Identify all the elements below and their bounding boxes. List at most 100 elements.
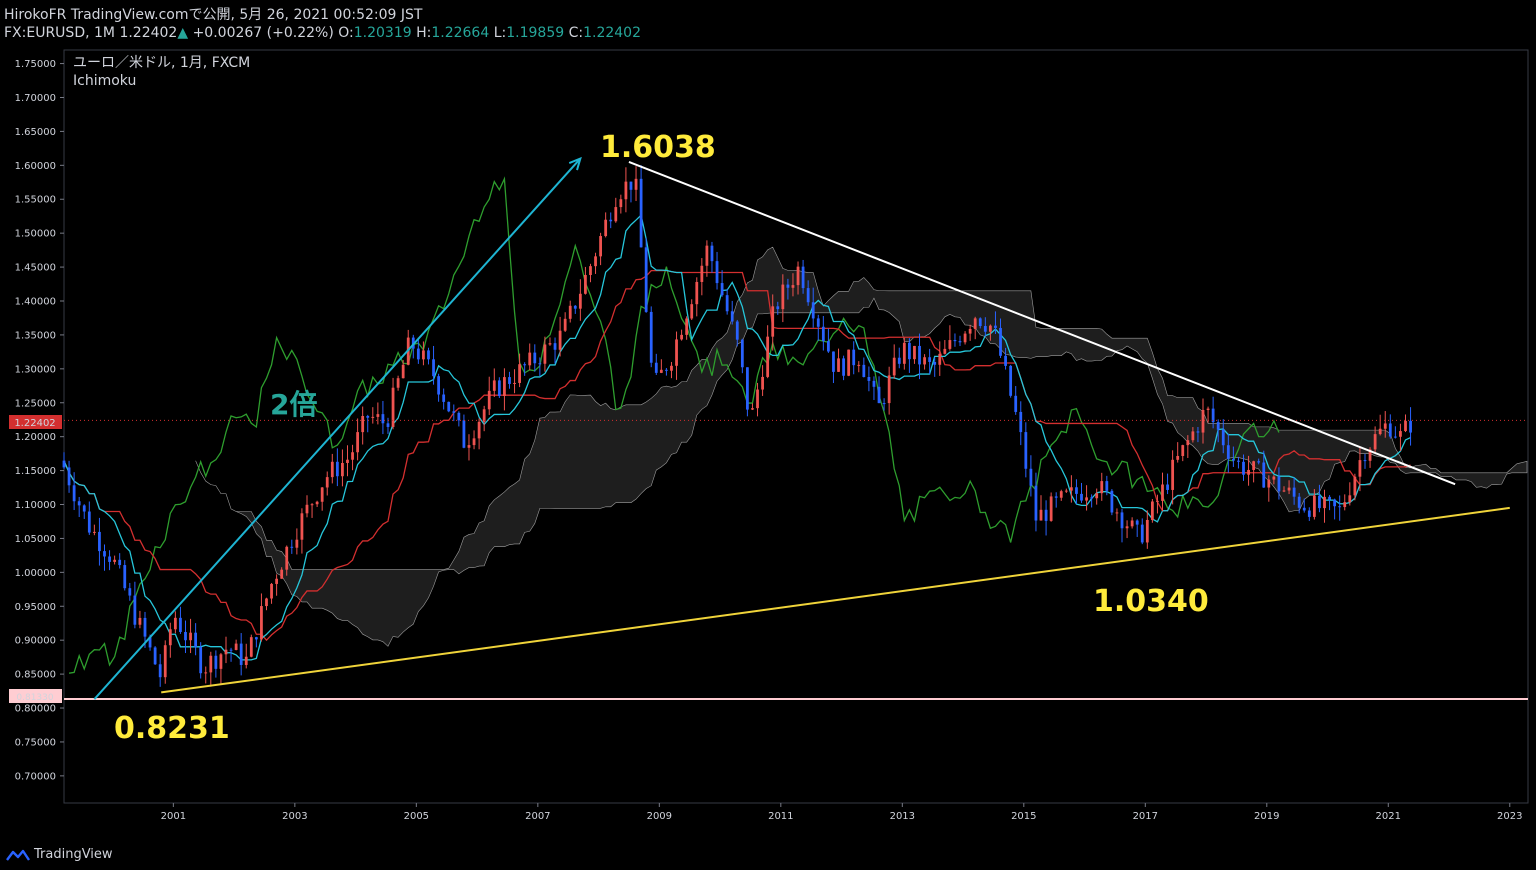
- y-tick-label: 0.95000: [15, 602, 56, 613]
- candle-body: [179, 617, 182, 632]
- candle-body: [103, 551, 106, 557]
- candle-body: [629, 181, 633, 190]
- candle-body: [487, 390, 491, 410]
- candle-body: [351, 452, 354, 460]
- candle-body: [1267, 479, 1271, 488]
- candle-body: [1262, 462, 1266, 488]
- candle-body: [892, 357, 896, 376]
- candle-body: [67, 467, 71, 486]
- x-tick-label: 2011: [768, 811, 793, 822]
- y-tick-label: 1.65000: [15, 127, 56, 138]
- candle-body: [1277, 476, 1281, 492]
- candle-body: [882, 403, 886, 405]
- candle-body: [1206, 408, 1210, 411]
- candle-body: [325, 477, 329, 488]
- candle-body: [543, 344, 547, 364]
- candle-body: [92, 531, 96, 533]
- x-tick-label: 2009: [647, 811, 672, 822]
- close-value: 1.22402: [583, 25, 641, 41]
- y-tick-label: 1.05000: [15, 534, 56, 545]
- tradingview-logo-icon: [6, 849, 30, 861]
- candle-body: [746, 367, 749, 410]
- up-triangle-icon: ▲: [177, 25, 189, 41]
- candle-body: [1085, 497, 1088, 501]
- last-price-badge: 1.22402: [9, 415, 62, 429]
- descending-white-trendline: [628, 161, 1456, 486]
- candle-body: [447, 401, 451, 412]
- candle-body: [335, 461, 339, 477]
- candle-body: [933, 361, 937, 365]
- candle-body: [1257, 461, 1261, 463]
- candle-body: [1039, 509, 1043, 521]
- candle-body: [680, 334, 683, 340]
- candle-body: [229, 649, 233, 651]
- candle-body: [224, 649, 228, 655]
- candle-body: [1323, 496, 1326, 509]
- tenkan-sen-line: [63, 213, 1411, 661]
- candle-body: [700, 265, 704, 282]
- candle-body: [341, 462, 344, 477]
- candle-body: [1166, 484, 1169, 490]
- candle-body: [842, 358, 845, 376]
- candle-body: [128, 588, 132, 596]
- candle-body: [219, 654, 223, 669]
- candle-body: [791, 285, 795, 288]
- candle-body: [1044, 509, 1048, 521]
- candle-body: [1201, 410, 1205, 433]
- candle-body: [1312, 495, 1316, 517]
- candle-body: [1024, 432, 1028, 469]
- low1-annotation: 0.8231: [114, 711, 230, 746]
- candle-body: [386, 423, 390, 427]
- x-tick-label: 2023: [1497, 811, 1522, 822]
- candle-body: [143, 617, 147, 637]
- candle-body: [730, 311, 734, 322]
- y-tick-label: 1.75000: [15, 59, 56, 70]
- candle-body: [816, 318, 820, 327]
- candle-body: [1110, 490, 1114, 513]
- candle-body: [1221, 429, 1225, 446]
- candle-body: [847, 349, 851, 376]
- candle-body: [72, 485, 76, 502]
- candle-body: [305, 504, 309, 514]
- x-tick-label: 2017: [1133, 811, 1158, 822]
- candle-body: [1247, 469, 1250, 475]
- candle-body: [1252, 461, 1256, 470]
- candle-body: [239, 643, 243, 665]
- candle-body: [77, 501, 81, 506]
- candle-body: [573, 305, 577, 309]
- candle-body: [862, 364, 866, 378]
- candle-body: [1191, 431, 1195, 441]
- candle-body: [254, 637, 258, 640]
- candle-body: [604, 219, 608, 237]
- candle-body: [589, 266, 592, 275]
- candle-body: [1348, 495, 1352, 503]
- candle-body: [1338, 506, 1342, 508]
- y-tick-label: 1.00000: [15, 568, 56, 579]
- candle-body: [761, 376, 764, 390]
- x-tick-label: 2003: [282, 811, 307, 822]
- indicator-name: Ichimoku: [73, 73, 136, 89]
- candle-body: [983, 326, 987, 332]
- candle-body: [1009, 365, 1013, 396]
- candle-body: [958, 341, 962, 343]
- candle-body: [1196, 431, 1200, 433]
- candle-body: [695, 281, 699, 305]
- candle-body: [1069, 487, 1073, 491]
- candle-body: [649, 311, 653, 363]
- candle-body: [1186, 440, 1190, 446]
- candle-body: [619, 199, 623, 208]
- candle-body: [786, 284, 790, 288]
- candle-body: [244, 656, 248, 665]
- candle-body: [427, 350, 430, 360]
- candle-body: [928, 357, 932, 362]
- candle-body: [1353, 476, 1357, 496]
- candle-body: [1272, 476, 1276, 480]
- y-tick-label: 0.80000: [15, 704, 56, 715]
- open-label: O:: [338, 25, 354, 41]
- candle-body: [1231, 458, 1235, 461]
- candle-body: [1161, 484, 1164, 501]
- candle-body: [265, 598, 268, 607]
- candle-body: [310, 504, 314, 506]
- candle-body: [715, 261, 719, 284]
